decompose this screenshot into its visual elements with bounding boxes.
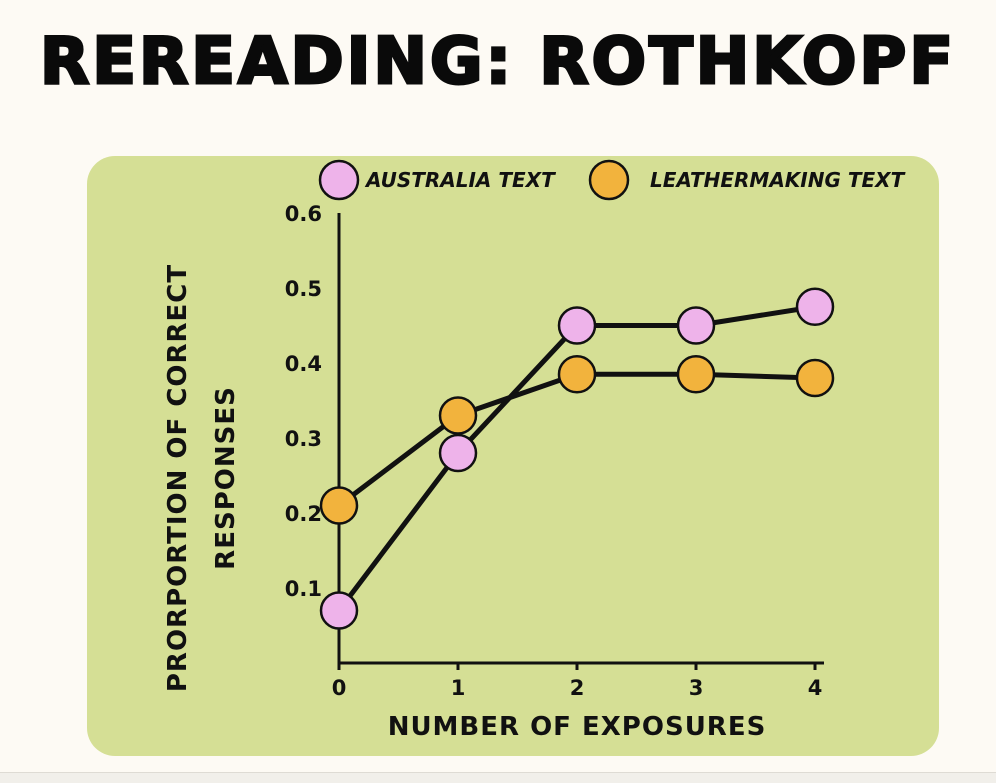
tick-labels: 0 1 2 3 4 0.1 0.2 0.3 0.4 0.5 0.6 bbox=[285, 202, 823, 700]
data-point bbox=[438, 396, 478, 435]
chart-axes bbox=[337, 213, 824, 670]
x-tick-label: 4 bbox=[808, 676, 823, 700]
chart-legend: AUSTRALIA TEXT LEATHERMAKING TEXT bbox=[318, 159, 906, 201]
y-tick-label: 0.1 bbox=[285, 577, 322, 601]
legend-label: AUSTRALIA TEXT bbox=[364, 168, 556, 192]
data-point bbox=[795, 358, 835, 398]
series-points bbox=[319, 287, 835, 630]
series-line bbox=[336, 304, 818, 613]
y-tick-label: 0.6 bbox=[285, 202, 322, 226]
data-point bbox=[676, 306, 716, 345]
series-line bbox=[336, 371, 818, 508]
chart-panel bbox=[87, 156, 939, 756]
x-tick-label: 2 bbox=[570, 676, 585, 700]
y-axis-title-line: PRORPORTION OF CORRECT bbox=[163, 264, 193, 692]
legend-marker bbox=[588, 159, 630, 201]
data-point bbox=[557, 306, 597, 345]
x-tick-label: 3 bbox=[689, 676, 704, 700]
data-point bbox=[319, 591, 359, 630]
data-point bbox=[438, 433, 478, 473]
data-point bbox=[557, 355, 597, 394]
y-axis-title-line: RESPONSES bbox=[211, 386, 241, 570]
series-lines bbox=[336, 304, 818, 613]
y-tick-label: 0.2 bbox=[285, 502, 322, 526]
y-tick-label: 0.5 bbox=[285, 277, 322, 301]
legend-label: LEATHERMAKING TEXT bbox=[650, 168, 906, 192]
x-tick-label: 0 bbox=[332, 676, 347, 700]
y-tick-label: 0.4 bbox=[285, 352, 322, 376]
data-point bbox=[795, 287, 835, 326]
legend-marker bbox=[318, 159, 360, 201]
y-tick-label: 0.3 bbox=[285, 427, 322, 451]
data-point bbox=[676, 355, 716, 394]
page-title: REREADING: ROTHKOPF bbox=[38, 24, 957, 101]
bottom-strip bbox=[0, 772, 996, 783]
x-tick-label: 1 bbox=[451, 676, 466, 700]
data-point bbox=[319, 486, 359, 525]
axis-titles: NUMBER OF EXPOSURES PRORPORTION OF CORREC… bbox=[163, 264, 767, 742]
x-axis-title: NUMBER OF EXPOSURES bbox=[388, 712, 767, 742]
